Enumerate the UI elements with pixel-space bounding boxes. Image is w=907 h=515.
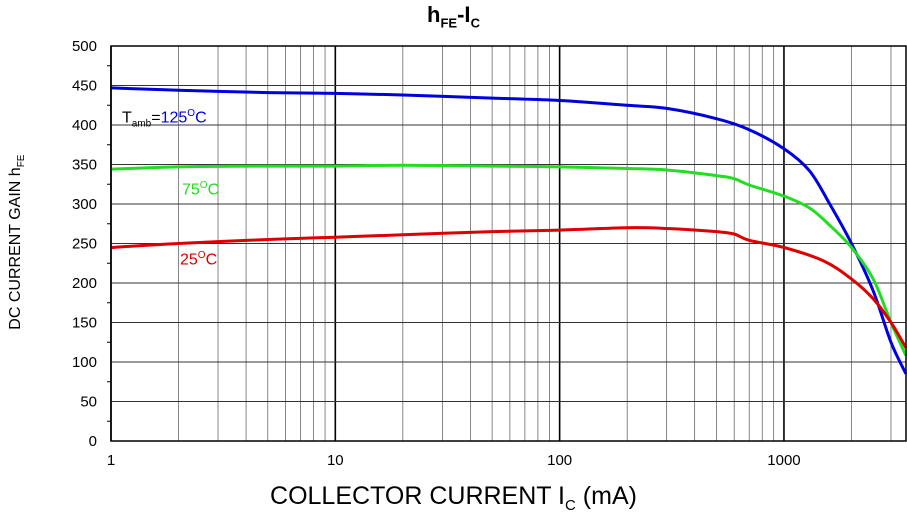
major-gridlines bbox=[107, 45, 906, 442]
y-tick-label: 450 bbox=[72, 78, 97, 95]
y-tick-label: 50 bbox=[80, 394, 97, 411]
y-axis-label: DC CURRENT GAIN hFE bbox=[6, 154, 28, 330]
y-tick-label: 350 bbox=[72, 157, 97, 174]
series-label-75c: 75OC bbox=[182, 180, 220, 199]
plot-frame bbox=[110, 45, 907, 442]
y-tick-label: 500 bbox=[72, 38, 97, 55]
y-tick-label: 0 bbox=[89, 433, 97, 450]
chart-title: hFE-IC bbox=[427, 2, 480, 31]
series-line-0 bbox=[110, 86, 907, 375]
x-tick-label: 1000 bbox=[767, 452, 800, 469]
series-line-1 bbox=[110, 163, 907, 357]
series-label-125c: Tamb=125OC bbox=[122, 108, 207, 130]
y-tick-label: 300 bbox=[72, 196, 97, 213]
x-tick-label: 1 bbox=[107, 452, 115, 469]
series-layer bbox=[110, 86, 907, 375]
x-tick-labels: 1 10 100 1000 bbox=[107, 452, 801, 469]
y-tick-label: 250 bbox=[72, 236, 97, 253]
x-axis-label: COLLECTOR CURRENT IC (mA) bbox=[270, 482, 637, 514]
y-tick-label: 400 bbox=[72, 117, 97, 134]
series-label-25c: 25OC bbox=[180, 250, 218, 269]
y-tick-label: 100 bbox=[72, 354, 97, 371]
x-tick-label: 100 bbox=[547, 452, 572, 469]
x-tick-label: 10 bbox=[327, 452, 344, 469]
y-tick-label: 150 bbox=[72, 315, 97, 332]
series-line-2 bbox=[110, 226, 907, 349]
y-tick-label: 200 bbox=[72, 275, 97, 292]
y-tick-labels: 0 50 100 150 200 250 300 350 400 450 500 bbox=[72, 38, 97, 450]
